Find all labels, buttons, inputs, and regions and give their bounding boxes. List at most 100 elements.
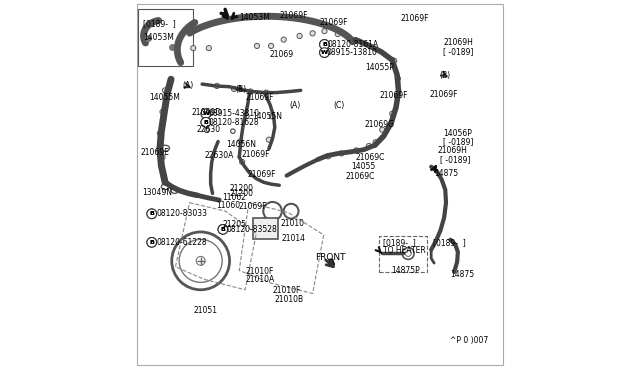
Circle shape: [269, 43, 274, 48]
Text: 21010A: 21010A: [246, 275, 275, 284]
Text: 08120-81628: 08120-81628: [208, 118, 259, 127]
Text: 21010B: 21010B: [275, 295, 304, 304]
Circle shape: [232, 86, 237, 92]
Text: 21010F: 21010F: [273, 286, 301, 295]
Text: B: B: [149, 211, 154, 216]
Text: 11060: 11060: [216, 201, 241, 210]
Text: 14053M: 14053M: [143, 33, 173, 42]
Text: 21069F: 21069F: [320, 19, 349, 28]
Circle shape: [201, 109, 211, 119]
Text: [ -0189]: [ -0189]: [443, 47, 474, 56]
Circle shape: [319, 39, 329, 49]
Text: 21200: 21200: [229, 189, 253, 198]
Circle shape: [335, 32, 340, 37]
Text: 21069D: 21069D: [191, 108, 221, 117]
Circle shape: [237, 139, 243, 144]
Text: (A): (A): [183, 81, 194, 90]
Circle shape: [319, 48, 329, 57]
Circle shape: [322, 29, 327, 34]
Text: 22630A: 22630A: [204, 151, 234, 160]
Text: [0189-  ]: [0189- ]: [433, 238, 466, 247]
Text: (B): (B): [236, 85, 246, 94]
Circle shape: [390, 111, 395, 116]
Text: 21069H: 21069H: [443, 38, 473, 47]
Circle shape: [218, 225, 228, 234]
Circle shape: [354, 148, 359, 153]
Circle shape: [394, 94, 400, 99]
Circle shape: [205, 122, 209, 126]
Circle shape: [255, 43, 260, 48]
Text: 08915-43810: 08915-43810: [208, 109, 259, 118]
Text: W: W: [202, 111, 209, 116]
Text: 14055M: 14055M: [150, 93, 180, 102]
Circle shape: [310, 31, 315, 36]
Circle shape: [339, 151, 344, 156]
Text: 21069C: 21069C: [355, 153, 385, 161]
Circle shape: [163, 88, 168, 93]
Circle shape: [214, 83, 220, 89]
Circle shape: [206, 45, 211, 51]
Circle shape: [230, 129, 235, 134]
Text: (A): (A): [290, 101, 301, 110]
Circle shape: [319, 48, 329, 57]
Text: 21069F: 21069F: [279, 11, 308, 20]
Bar: [378, 235, 428, 272]
Text: TO HEATER: TO HEATER: [383, 246, 426, 255]
Text: [0189-  ]: [0189- ]: [143, 19, 175, 28]
Circle shape: [201, 109, 211, 119]
Circle shape: [201, 118, 211, 127]
Text: 08120-83528: 08120-83528: [227, 225, 277, 234]
Text: 14056P: 14056P: [443, 129, 472, 138]
Text: 21069F: 21069F: [239, 202, 267, 211]
Text: B: B: [204, 120, 208, 125]
Circle shape: [205, 114, 209, 119]
Circle shape: [392, 58, 397, 63]
Text: W: W: [202, 111, 209, 116]
Text: 21069F: 21069F: [248, 170, 276, 179]
Text: W: W: [321, 50, 328, 55]
Text: 21010: 21010: [280, 219, 305, 228]
Text: 11062: 11062: [223, 193, 246, 202]
Circle shape: [281, 37, 286, 42]
Text: 21010F: 21010F: [246, 267, 275, 276]
Text: B: B: [149, 211, 154, 216]
Bar: [138, 9, 193, 65]
Circle shape: [346, 35, 351, 40]
Text: 14053M: 14053M: [239, 13, 271, 22]
Text: 21200: 21200: [230, 185, 253, 193]
Circle shape: [266, 137, 271, 142]
Text: 14875P: 14875P: [391, 266, 420, 275]
Circle shape: [147, 237, 157, 247]
Circle shape: [147, 209, 157, 219]
Circle shape: [244, 114, 249, 119]
Text: B: B: [220, 227, 225, 232]
Text: 21069F: 21069F: [380, 91, 408, 100]
Text: W: W: [321, 50, 328, 55]
Circle shape: [326, 154, 331, 159]
Circle shape: [201, 118, 211, 127]
Text: (C): (C): [333, 101, 344, 110]
Circle shape: [269, 114, 275, 119]
Text: 13049N: 13049N: [142, 188, 172, 197]
Text: ^P 0 )007: ^P 0 )007: [451, 336, 489, 346]
Text: 21051: 21051: [193, 306, 217, 315]
Circle shape: [191, 45, 196, 51]
Circle shape: [218, 225, 228, 234]
Text: 08120-83033: 08120-83033: [157, 209, 208, 218]
Text: 08120-8161A: 08120-8161A: [328, 40, 378, 49]
Text: B: B: [149, 240, 154, 245]
Text: 21069F: 21069F: [241, 150, 270, 159]
Text: 14055N: 14055N: [252, 112, 282, 121]
Circle shape: [248, 89, 253, 94]
Text: B: B: [322, 42, 327, 47]
Circle shape: [319, 39, 329, 49]
Circle shape: [323, 51, 328, 55]
Circle shape: [160, 154, 165, 160]
Text: 14055: 14055: [351, 162, 376, 171]
Text: 21069F: 21069F: [401, 14, 429, 23]
Circle shape: [147, 209, 157, 219]
Text: 14875: 14875: [451, 270, 475, 279]
Circle shape: [373, 140, 378, 145]
Text: 21069F: 21069F: [429, 90, 458, 99]
Circle shape: [297, 33, 302, 38]
